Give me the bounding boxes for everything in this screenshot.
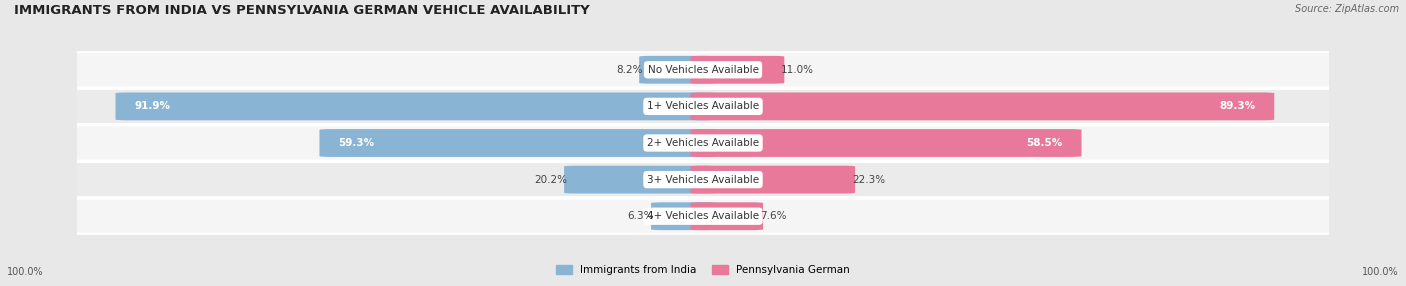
FancyBboxPatch shape — [319, 129, 716, 157]
FancyBboxPatch shape — [690, 166, 855, 194]
Legend: Immigrants from India, Pennsylvania German: Immigrants from India, Pennsylvania Germ… — [553, 261, 853, 278]
Text: 4+ Vehicles Available: 4+ Vehicles Available — [647, 211, 759, 221]
FancyBboxPatch shape — [690, 92, 1274, 120]
FancyBboxPatch shape — [690, 56, 785, 84]
Text: 91.9%: 91.9% — [134, 102, 170, 111]
Text: Source: ZipAtlas.com: Source: ZipAtlas.com — [1295, 4, 1399, 14]
Text: 3+ Vehicles Available: 3+ Vehicles Available — [647, 175, 759, 184]
FancyBboxPatch shape — [690, 202, 763, 230]
Text: 100.0%: 100.0% — [7, 267, 44, 277]
Text: 11.0%: 11.0% — [782, 65, 814, 75]
FancyBboxPatch shape — [115, 92, 716, 120]
FancyBboxPatch shape — [690, 129, 1081, 157]
FancyBboxPatch shape — [651, 202, 716, 230]
FancyBboxPatch shape — [564, 166, 716, 194]
Text: IMMIGRANTS FROM INDIA VS PENNSYLVANIA GERMAN VEHICLE AVAILABILITY: IMMIGRANTS FROM INDIA VS PENNSYLVANIA GE… — [14, 4, 589, 17]
Text: 1+ Vehicles Available: 1+ Vehicles Available — [647, 102, 759, 111]
Text: 7.6%: 7.6% — [759, 211, 786, 221]
Text: 22.3%: 22.3% — [852, 175, 884, 184]
Text: 89.3%: 89.3% — [1219, 102, 1256, 111]
FancyBboxPatch shape — [65, 162, 1341, 197]
FancyBboxPatch shape — [65, 126, 1341, 160]
Text: No Vehicles Available: No Vehicles Available — [648, 65, 758, 75]
Text: 2+ Vehicles Available: 2+ Vehicles Available — [647, 138, 759, 148]
FancyBboxPatch shape — [65, 52, 1341, 87]
Text: 59.3%: 59.3% — [339, 138, 374, 148]
Text: 58.5%: 58.5% — [1026, 138, 1063, 148]
Text: 100.0%: 100.0% — [1362, 267, 1399, 277]
FancyBboxPatch shape — [65, 199, 1341, 234]
FancyBboxPatch shape — [65, 89, 1341, 124]
Text: 8.2%: 8.2% — [616, 65, 643, 75]
Text: 6.3%: 6.3% — [627, 211, 654, 221]
Text: 20.2%: 20.2% — [534, 175, 567, 184]
FancyBboxPatch shape — [640, 56, 716, 84]
